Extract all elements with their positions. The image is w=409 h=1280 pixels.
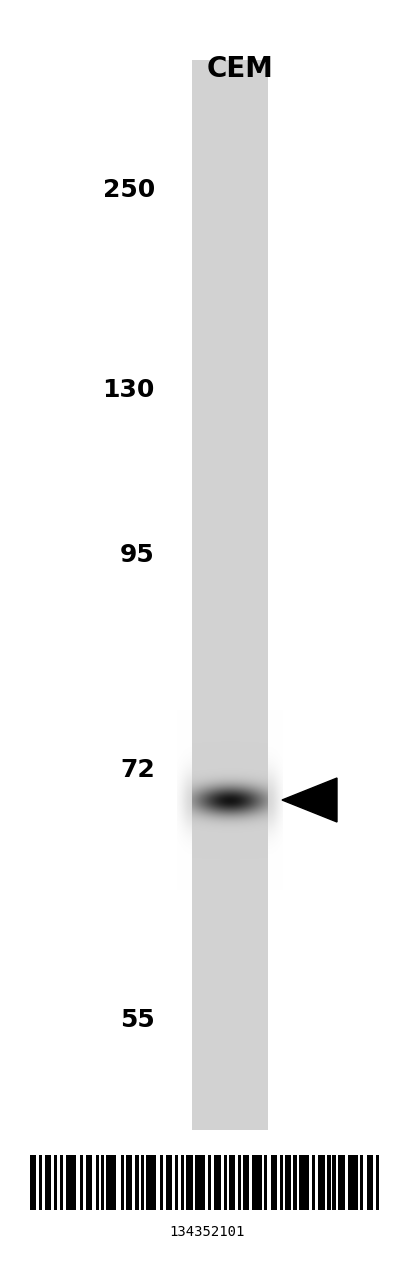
Bar [214, 1155, 220, 1210]
Bar [45, 1155, 51, 1210]
Bar [270, 1155, 276, 1210]
Bar [146, 1155, 156, 1210]
Bar [264, 1155, 267, 1210]
Bar [165, 1155, 172, 1210]
Bar [208, 1155, 211, 1210]
Bar [159, 1155, 162, 1210]
Text: CEM: CEM [206, 55, 273, 83]
Text: 55: 55 [120, 1009, 155, 1032]
Bar [86, 1155, 92, 1210]
Bar [39, 1155, 42, 1210]
Bar [135, 1155, 138, 1210]
Bar [186, 1155, 192, 1210]
Bar [347, 1155, 357, 1210]
Bar [30, 1155, 36, 1210]
Bar [327, 1155, 330, 1210]
Bar [375, 1155, 378, 1210]
Bar [175, 1155, 178, 1210]
Bar [79, 1155, 83, 1210]
Bar [237, 1155, 240, 1210]
Bar [317, 1155, 324, 1210]
Bar [223, 1155, 227, 1210]
Text: 130: 130 [102, 378, 155, 402]
Bar [95, 1155, 99, 1210]
Bar [101, 1155, 104, 1210]
Polygon shape [281, 778, 336, 822]
Bar [251, 1155, 261, 1210]
Bar [359, 1155, 362, 1210]
Bar [60, 1155, 63, 1210]
Text: 72: 72 [120, 758, 155, 782]
Bar [280, 1155, 283, 1210]
Bar [337, 1155, 344, 1210]
Text: 250: 250 [103, 178, 155, 202]
Bar [293, 1155, 296, 1210]
Bar [126, 1155, 132, 1210]
Bar [312, 1155, 315, 1210]
Bar [106, 1155, 116, 1210]
Bar [140, 1155, 144, 1210]
Bar [228, 1155, 235, 1210]
Text: 95: 95 [120, 543, 155, 567]
Text: 134352101: 134352101 [169, 1225, 245, 1239]
Bar [195, 1155, 204, 1210]
Bar [284, 1155, 290, 1210]
Bar [298, 1155, 308, 1210]
Bar [243, 1155, 249, 1210]
Bar [66, 1155, 76, 1210]
Bar [366, 1155, 372, 1210]
Bar [332, 1155, 335, 1210]
Bar [180, 1155, 184, 1210]
Bar [54, 1155, 57, 1210]
Bar [120, 1155, 124, 1210]
